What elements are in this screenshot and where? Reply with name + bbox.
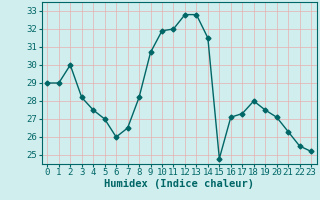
X-axis label: Humidex (Indice chaleur): Humidex (Indice chaleur) [104, 179, 254, 189]
